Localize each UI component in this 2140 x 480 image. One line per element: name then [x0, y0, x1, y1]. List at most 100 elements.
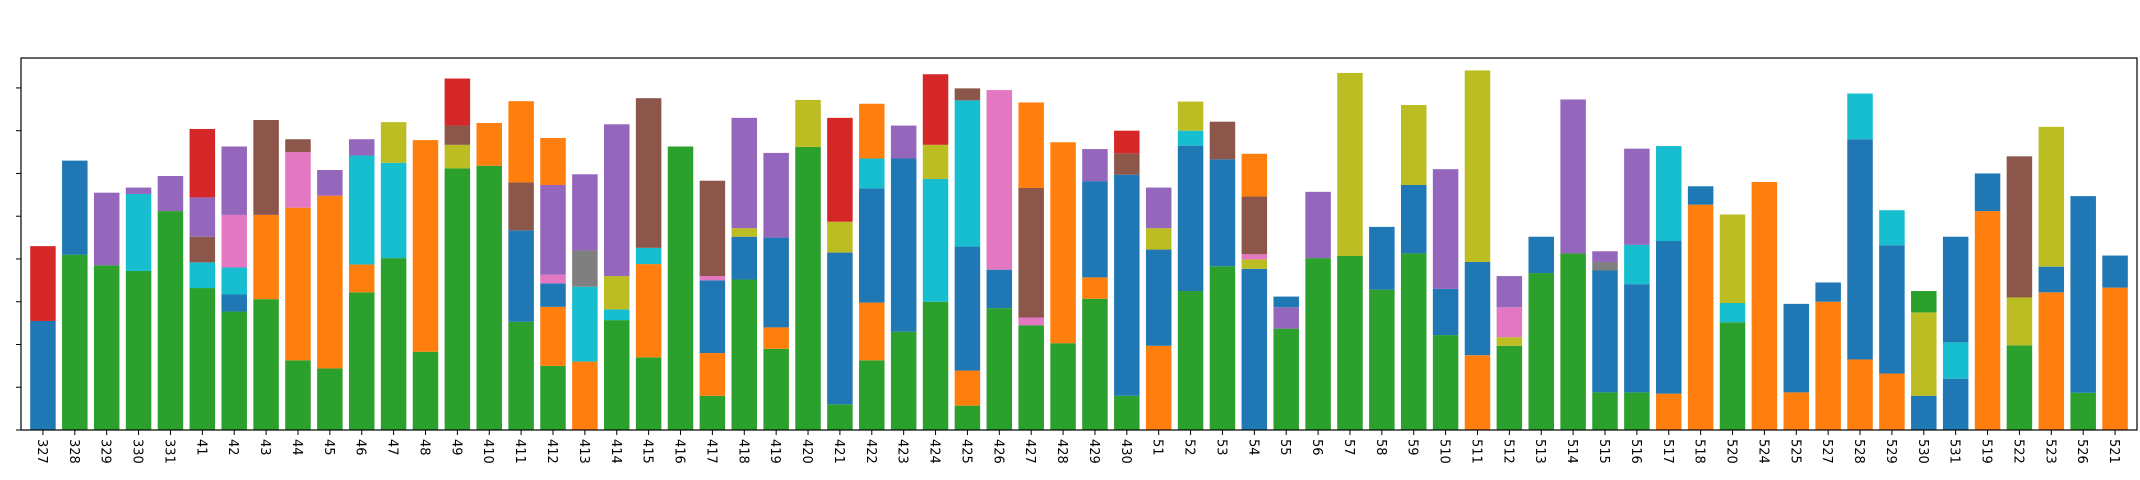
- bar-segment-527-0: [1815, 301, 1841, 430]
- bar-segment-511-2: [1464, 70, 1491, 262]
- bar-segment-424-2: [922, 144, 949, 180]
- bar-segment-41-3: [189, 197, 216, 237]
- x-tick-label: 516: [1628, 439, 1643, 464]
- bar-segment-414-2: [604, 276, 630, 310]
- bar-segment-54-4: [1241, 153, 1268, 197]
- bar-segment-518-0: [1687, 204, 1714, 430]
- x-tick-label: 528: [1851, 439, 1866, 464]
- bar-segment-430-1: [1114, 174, 1140, 396]
- bar-segment-512-2: [1496, 307, 1523, 338]
- bar-segment-52-1: [1177, 145, 1204, 292]
- bar-segment-516-3: [1624, 148, 1650, 245]
- x-tick-label: 512: [1500, 439, 1515, 464]
- bar-segment-329-1: [93, 192, 120, 266]
- bar-segment-513-1: [1528, 236, 1554, 274]
- bar-segment-529-2: [1879, 210, 1905, 246]
- x-tick-label: 517: [1660, 439, 1675, 464]
- bar-segment-328-1: [62, 160, 88, 255]
- bar-segment-329-0: [93, 265, 120, 430]
- x-tick-label: 58: [1373, 439, 1388, 456]
- bar-segment-531-1: [1942, 342, 1969, 379]
- x-tick-label: 522: [2010, 439, 2025, 464]
- bar-segment-327-0: [30, 320, 56, 430]
- x-tick-label: 41: [193, 439, 208, 456]
- bar-segment-53-0: [1209, 266, 1236, 430]
- x-tick-label: 417: [703, 439, 718, 464]
- bar-segment-415-3: [635, 98, 662, 248]
- bar-segment-517-2: [1656, 146, 1682, 241]
- bar-segment-526-1: [2070, 196, 2096, 393]
- bar-segment-46-0: [348, 292, 375, 430]
- bar-segment-528-2: [1847, 93, 1873, 140]
- bar-segment-59-1: [1400, 184, 1427, 254]
- bar-segment-528-1: [1847, 139, 1873, 360]
- x-tick-label: 415: [640, 439, 655, 464]
- bar-segment-411-3: [508, 101, 534, 183]
- bar-segment-55-2: [1273, 296, 1299, 308]
- x-tick-label: 424: [927, 439, 942, 464]
- bar-segment-49-0: [444, 168, 471, 430]
- bar-segment-425-1: [954, 370, 981, 406]
- x-tick-label: 513: [1532, 439, 1547, 464]
- bar-segment-423-0: [890, 331, 917, 430]
- bar-segment-517-1: [1656, 241, 1682, 394]
- bar-segment-423-1: [890, 158, 917, 332]
- bar-segment-44-3: [285, 139, 311, 153]
- bar-segment-420-1: [795, 99, 821, 147]
- x-tick-label: 45: [321, 439, 336, 456]
- bar-segment-52-0: [1177, 291, 1204, 430]
- bar-segment-418-2: [731, 228, 758, 237]
- bar-segment-530-2: [1911, 291, 1937, 313]
- bar-segment-510-0: [1432, 335, 1459, 430]
- bar-segment-427-0: [1018, 325, 1044, 430]
- x-tick-label: 413: [576, 439, 591, 464]
- bar-segment-412-1: [540, 306, 566, 366]
- x-tick-label: 410: [480, 439, 495, 464]
- bar-segment-41-0: [189, 288, 216, 430]
- x-tick-label: 523: [2042, 439, 2057, 464]
- bar-segment-514-1: [1560, 99, 1586, 254]
- x-tick-label: 56: [1309, 439, 1324, 456]
- bar-segment-51-0: [1145, 345, 1172, 430]
- bar-segment-523-2: [2038, 126, 2065, 267]
- x-tick-label: 430: [1118, 439, 1133, 464]
- x-tick-label: 48: [416, 439, 431, 456]
- bar-segment-522-0: [2006, 345, 2033, 430]
- x-tick-label: 47: [385, 439, 400, 456]
- bar-segment-430-3: [1114, 130, 1140, 154]
- bar-segment-418-3: [731, 117, 758, 229]
- bar-segment-46-3: [348, 139, 375, 156]
- bar-segment-531-0: [1942, 378, 1969, 430]
- bar-segment-418-1: [731, 236, 758, 280]
- x-tick-label: 530: [1915, 439, 1930, 464]
- bar-segment-56-1: [1305, 191, 1331, 259]
- plot-frame: [20, 57, 2138, 431]
- bar-segment-410-1: [476, 122, 502, 166]
- bar-segment-417-3: [699, 276, 726, 281]
- x-tick-label: 510: [1437, 439, 1452, 464]
- bar-segment-52-3: [1177, 101, 1204, 131]
- bar-segment-412-4: [540, 184, 566, 275]
- bar-segment-515-0: [1592, 392, 1618, 430]
- bar-segment-45-1: [317, 195, 343, 369]
- bar-segment-511-1: [1464, 261, 1491, 356]
- x-tick-label: 524: [1755, 439, 1770, 464]
- bar-segment-58-1: [1369, 226, 1395, 290]
- x-tick-label: 44: [289, 439, 304, 456]
- bar-segment-412-0: [540, 365, 566, 430]
- bar-segment-42-1: [221, 294, 247, 312]
- bar-segment-41-1: [189, 262, 216, 289]
- bar-segment-327-1: [30, 246, 56, 321]
- x-tick-label: 331: [161, 439, 176, 464]
- y-ticks-layer: [16, 87, 21, 431]
- bar-segment-46-2: [348, 155, 375, 265]
- bar-segment-54-2: [1241, 254, 1268, 260]
- bar-segment-515-1: [1592, 270, 1618, 393]
- bar-segment-421-0: [827, 404, 853, 430]
- bar-segment-51-2: [1145, 228, 1172, 250]
- bar-segment-413-2: [572, 250, 598, 287]
- bar-segment-419-1: [763, 327, 789, 349]
- bar-segment-512-0: [1496, 345, 1523, 430]
- bar-segment-49-1: [444, 144, 471, 169]
- bar-segment-415-1: [635, 264, 662, 358]
